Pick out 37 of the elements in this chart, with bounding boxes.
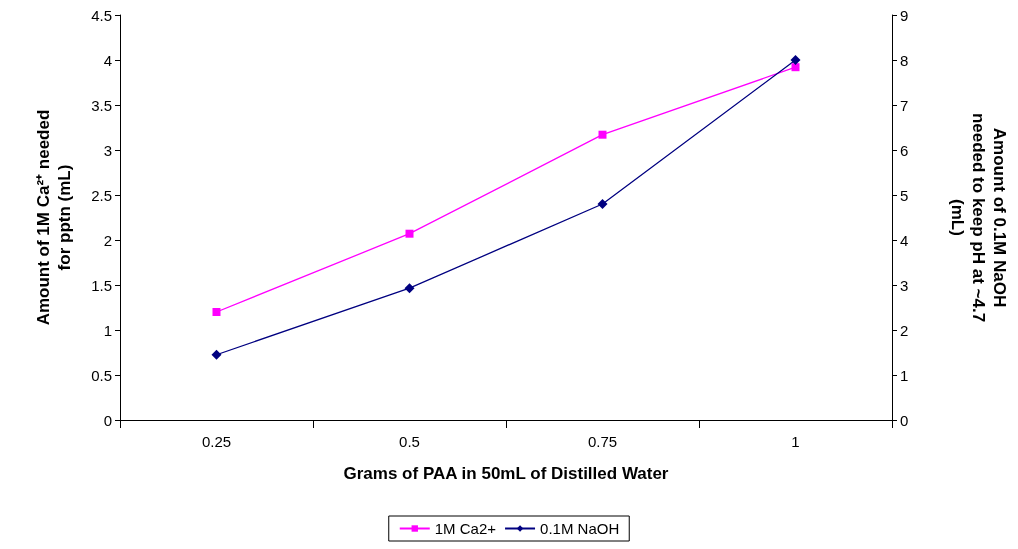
y2-tick-label: 0 (900, 411, 909, 429)
point (212, 308, 221, 316)
point (597, 199, 608, 209)
y-tick-label: 4 (103, 51, 112, 69)
y2-tick-label: 9 (900, 6, 909, 24)
y2-tick-label: 3 (900, 276, 909, 294)
legend-label: 0.1M NaOH (540, 520, 620, 537)
point (790, 55, 801, 65)
y2-tick-label: 5 (900, 186, 909, 204)
point (405, 229, 414, 238)
x-tick-label: 0.25 (201, 433, 232, 450)
y2-axis-title: Amount of 0.1M NaOH needed to keep pH at ~4.7 (mL) (948, 112, 1009, 323)
y-tick-label: 3 (103, 141, 112, 159)
y2-tick-label: 7 (900, 96, 909, 114)
point (404, 283, 415, 294)
y2-tick-label: 8 (900, 51, 909, 69)
y-tick-label: 3.5 (91, 96, 112, 114)
x-tick-label: 0.75 (587, 433, 618, 450)
y-tick-label: 1.5 (91, 276, 112, 294)
y2-tick-label: 2 (900, 321, 909, 339)
y-tick-label: 2 (103, 231, 112, 249)
point (598, 130, 607, 139)
legend-label: 1M Ca2+ (434, 520, 497, 537)
y-tick-label: 1 (103, 321, 112, 339)
y2-tick-label: 4 (900, 231, 909, 249)
y-tick-label: 2.5 (91, 186, 112, 204)
x-tick-label: 0.5 (399, 433, 420, 450)
y-tick-label: 0.5 (91, 366, 112, 384)
point (211, 349, 222, 360)
y2-tick-label: 6 (900, 141, 909, 159)
point (791, 63, 800, 72)
y-tick-label: 0 (103, 411, 112, 429)
y2-tick-label: 1 (900, 366, 909, 384)
x-axis-title: Grams of PAA in 50mL of Distilled Water (343, 464, 669, 483)
x-tick-label: 1 (791, 433, 800, 450)
y-axis-title: Amount of 1M Ca²⁺ needed for pptn (mL) (34, 109, 74, 326)
y-tick-label: 4.5 (91, 6, 112, 24)
